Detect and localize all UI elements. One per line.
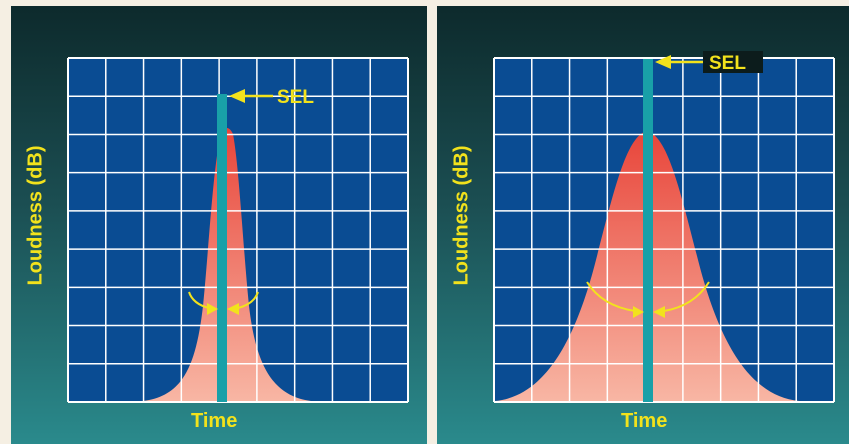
left-width-arrow-right (237, 291, 259, 309)
right-plot: SEL (493, 51, 835, 403)
left-y-axis-label: Loudness (dB) (24, 145, 47, 286)
left-sel-label: SEL (277, 87, 314, 108)
left-sel-bar (217, 94, 227, 402)
left-plot: SEL (67, 57, 409, 403)
right-sel-bar (643, 59, 653, 402)
right-panel: SEL Loudness (dB) Time (437, 6, 849, 444)
left-width-arrowhead-left (207, 303, 218, 315)
right-width-arrow-right (663, 281, 710, 312)
left-x-axis-label: Time (191, 410, 238, 432)
right-sel-label-box (703, 51, 763, 73)
right-x-axis-label: Time (621, 410, 668, 432)
right-width-arrowhead-right (653, 306, 665, 318)
right-width-arrow-left (586, 281, 636, 312)
left-width-arrowhead-right (227, 303, 239, 315)
left-panel: SEL Loudness (dB) Time (11, 6, 427, 444)
right-sel-pointer-arrowhead (655, 55, 671, 69)
right-sel-label: SEL (709, 53, 746, 74)
left-sel-pointer-arrowhead (229, 89, 245, 103)
right-width-arrowhead-left (633, 306, 644, 318)
right-y-axis-label: Loudness (dB) (450, 145, 473, 286)
left-width-arrow-left (188, 291, 210, 309)
left-grid-lines (67, 57, 409, 403)
